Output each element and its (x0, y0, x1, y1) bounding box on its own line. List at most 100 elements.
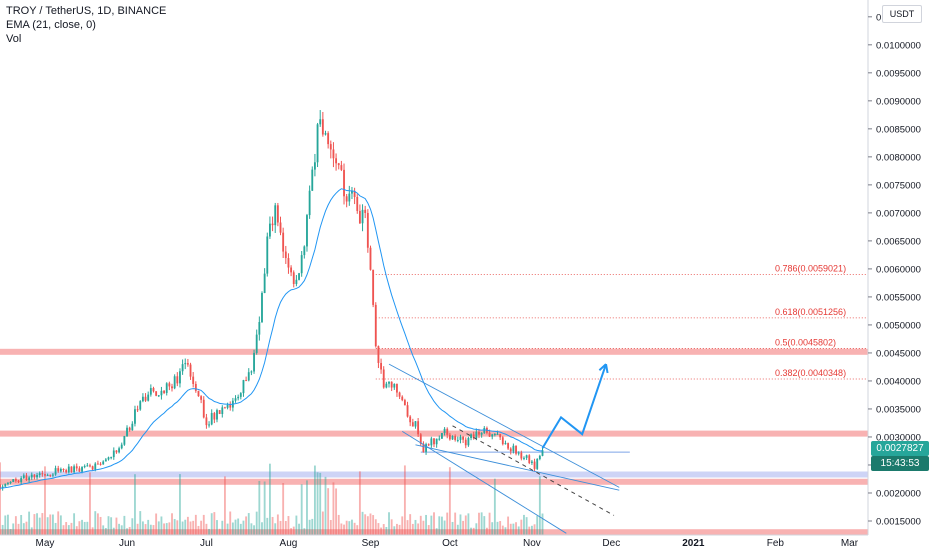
candle-body (401, 396, 404, 401)
candle-body (165, 383, 168, 393)
volume-indicator-label[interactable]: Vol (6, 33, 22, 45)
volume-bar (62, 525, 65, 535)
candle-body (186, 363, 189, 365)
volume-bar (189, 521, 192, 535)
volume-bar (541, 513, 544, 535)
candle-body (456, 439, 459, 441)
volume-bar (525, 517, 528, 535)
volume-bar (433, 512, 435, 535)
volume-bar (107, 516, 110, 535)
y-tick-label: 0.0055000 (876, 292, 921, 303)
volume-bar (194, 514, 197, 535)
volume-bar (282, 483, 285, 535)
candle-body (52, 474, 54, 476)
candle-body (274, 205, 277, 226)
volume-bar (141, 521, 144, 535)
volume-bar (52, 514, 54, 535)
candle-body (454, 436, 457, 440)
volume-bar (308, 519, 311, 535)
volume-bar (157, 521, 160, 535)
volume-bar (73, 513, 76, 535)
volume-bar (44, 466, 46, 535)
currency-label[interactable]: USDT (882, 5, 922, 23)
candle-body (91, 466, 94, 470)
candle-body (242, 380, 245, 394)
candle-body (488, 432, 491, 437)
candle-body (382, 369, 385, 388)
candle-body (475, 431, 478, 439)
candle-body (324, 133, 327, 135)
channel-line-0 (388, 363, 620, 488)
candle-body (538, 455, 541, 460)
x-tick-label: Aug (280, 538, 298, 549)
candle-body (276, 205, 279, 223)
candle-body (284, 251, 287, 259)
volume-bar (348, 521, 351, 535)
volume-bar (422, 520, 425, 535)
volume-bar (361, 511, 364, 535)
zone-3 (0, 471, 868, 478)
candle-body (86, 465, 89, 467)
volume-bar (216, 520, 218, 535)
candle-body (321, 119, 324, 135)
candle-body (239, 393, 242, 397)
volume-bar (134, 474, 136, 535)
volume-bar (488, 512, 491, 535)
symbol-title: TROY / TetherUS, 1D, BINANCE (6, 5, 167, 17)
y-tick-label: 0.0060000 (876, 264, 921, 275)
volume-bar (483, 516, 486, 535)
candle-body (348, 193, 351, 202)
candle-body (464, 439, 467, 446)
candle-body (271, 223, 274, 226)
candle-body (234, 398, 237, 401)
candle-body (448, 434, 451, 440)
volume-bar (284, 521, 287, 535)
candle-body (171, 386, 173, 389)
x-tick-label: Dec (602, 538, 620, 549)
volume-bar (200, 520, 203, 535)
x-tick-label: Oct (442, 538, 458, 549)
volume-bar (1, 524, 4, 535)
candle-body (147, 394, 150, 401)
volume-bar (274, 523, 277, 535)
candle-body (229, 404, 232, 408)
volume-bar (59, 515, 62, 535)
volume-bar (353, 522, 356, 535)
volume-bar (160, 516, 163, 535)
candle-body (507, 443, 510, 449)
candle-body (78, 468, 81, 472)
candle-body (213, 413, 216, 420)
volume-bar (419, 515, 422, 535)
candle-body (515, 445, 517, 454)
ema-indicator-label[interactable]: EMA (21, close, 0) (6, 19, 96, 31)
candle-body (59, 468, 62, 472)
candle-body (462, 436, 465, 440)
volume-bar (515, 522, 517, 535)
candle-body (303, 246, 306, 256)
volume-bar (300, 484, 303, 535)
volume-bar (374, 519, 377, 535)
volume-bar (202, 514, 205, 535)
volume-bar (430, 515, 433, 535)
volume-bar (520, 519, 523, 535)
volume-bar (139, 511, 142, 535)
arrow-head (598, 363, 607, 371)
volume-bar (28, 511, 31, 535)
volume-bar (41, 513, 44, 535)
volume-bar (184, 519, 187, 535)
volume-bar (335, 488, 338, 535)
volume-bar (165, 523, 168, 535)
candle-body (81, 467, 83, 472)
volume-bar (176, 520, 179, 535)
candle-body (62, 468, 65, 471)
volume-bar (75, 526, 78, 535)
candle-body (112, 450, 115, 458)
candle-body (292, 272, 295, 284)
volume-bar (0, 462, 1, 535)
volume-bar (486, 527, 488, 535)
volume-bar (7, 514, 9, 535)
volume-bar (324, 476, 327, 535)
candle-body (316, 124, 319, 163)
volume-bar (36, 513, 38, 535)
